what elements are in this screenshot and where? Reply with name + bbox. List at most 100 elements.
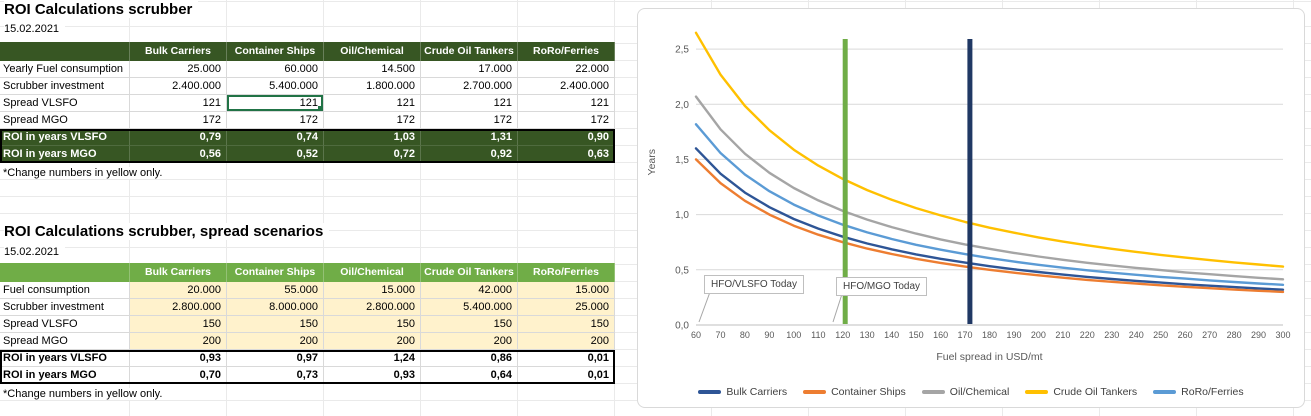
series-line-crude-oil-tankers[interactable] xyxy=(694,31,1285,268)
series-line-container-ships[interactable] xyxy=(694,158,1285,294)
table-cell[interactable]: 1.800.000 xyxy=(324,78,421,95)
table-cell[interactable]: 0,90 xyxy=(518,129,615,146)
row-label[interactable]: Spread MGO xyxy=(0,112,130,129)
table-cell[interactable]: 150 xyxy=(130,316,227,333)
legend-item-oil-chemical[interactable]: Oil/Chemical xyxy=(921,386,1009,398)
row-label[interactable]: Yearly Fuel consumption xyxy=(0,61,130,78)
table-cell[interactable]: 25.000 xyxy=(518,299,615,316)
table-cell[interactable]: 1,03 xyxy=(324,129,421,146)
table-cell[interactable]: 0,63 xyxy=(518,146,615,163)
row-label[interactable]: ROI in years MGO xyxy=(0,146,130,163)
table-cell[interactable]: 121 xyxy=(324,95,421,112)
table-cell[interactable]: 150 xyxy=(518,316,615,333)
table-cell[interactable]: 8.000.000 xyxy=(227,299,324,316)
table-cell[interactable]: 200 xyxy=(227,333,324,350)
row-label[interactable]: Spread MGO xyxy=(0,333,130,350)
table-cell[interactable]: 15.000 xyxy=(518,282,615,299)
table-cell[interactable]: 25.000 xyxy=(130,61,227,78)
row-label[interactable]: Fuel consumption xyxy=(0,282,130,299)
table-cell[interactable]: 172 xyxy=(518,112,615,129)
table-cell[interactable]: 172 xyxy=(324,112,421,129)
table-cell[interactable]: 0,72 xyxy=(324,146,421,163)
column-header-bulk-carriers[interactable]: Bulk Carriers xyxy=(130,42,227,61)
callout-leader-line xyxy=(832,293,843,323)
column-header-bulk-carriers[interactable]: Bulk Carriers xyxy=(130,263,227,282)
table-cell[interactable]: 121 xyxy=(421,95,518,112)
table-cell[interactable]: 17.000 xyxy=(421,61,518,78)
table-cell[interactable]: 0,01 xyxy=(518,367,615,384)
table-cell[interactable]: 0,70 xyxy=(130,367,227,384)
table-cell[interactable]: 5.400.000 xyxy=(227,78,324,95)
row-label[interactable]: ROI in years VLSFO xyxy=(0,350,130,367)
row-label[interactable]: Scrubber investment xyxy=(0,78,130,95)
table-cell[interactable]: 150 xyxy=(227,316,324,333)
table-cell[interactable]: 0,64 xyxy=(421,367,518,384)
row-label[interactable]: ROI in years MGO xyxy=(0,367,130,384)
row-label[interactable]: ROI in years VLSFO xyxy=(0,129,130,146)
table-cell[interactable]: 2.700.000 xyxy=(421,78,518,95)
table-cell[interactable]: 2.400.000 xyxy=(518,78,615,95)
row-label[interactable]: Spread VLSFO xyxy=(0,316,130,333)
legend-swatch-icon xyxy=(803,390,827,394)
table-cell[interactable]: 2.800.000 xyxy=(324,299,421,316)
legend-item-bulk-carriers[interactable]: Bulk Carriers xyxy=(698,386,787,398)
roi-chart[interactable]: 0,0 0,5 1,0 1,5 2,0 2,5 60 70 80 90 100 110 120 130 14… xyxy=(637,8,1305,408)
column-header-roro-ferries[interactable]: RoRo/Ferries xyxy=(518,42,615,61)
table-cell[interactable]: 121 xyxy=(130,95,227,112)
table-cell[interactable]: 200 xyxy=(130,333,227,350)
table-cell[interactable]: 0,74 xyxy=(227,129,324,146)
column-header-oil-chemical[interactable]: Oil/Chemical xyxy=(324,263,421,282)
table-cell[interactable]: 1,24 xyxy=(324,350,421,367)
series-line-bulk-carriers[interactable] xyxy=(694,147,1285,291)
table-cell[interactable]: 0,01 xyxy=(518,350,615,367)
table-cell[interactable]: 20.000 xyxy=(130,282,227,299)
active-cell[interactable]: 121 xyxy=(227,95,324,112)
table-cell[interactable]: 55.000 xyxy=(227,282,324,299)
table-cell[interactable]: 0,52 xyxy=(227,146,324,163)
table-cell[interactable]: 0,86 xyxy=(421,350,518,367)
column-header-container-ships[interactable]: Container Ships xyxy=(227,42,324,61)
table-cell[interactable]: 172 xyxy=(421,112,518,129)
table-cell[interactable]: 172 xyxy=(227,112,324,129)
legend-item-roro-ferries[interactable]: RoRo/Ferries xyxy=(1153,386,1244,398)
row-label[interactable]: Scrubber investment xyxy=(0,299,130,316)
table-cell[interactable]: 0,93 xyxy=(130,350,227,367)
table-cell[interactable]: 22.000 xyxy=(518,61,615,78)
table-cell[interactable]: 1,31 xyxy=(421,129,518,146)
table-cell[interactable]: 172 xyxy=(130,112,227,129)
table-cell[interactable]: 14.500 xyxy=(324,61,421,78)
column-header-crude-oil-tankers[interactable]: Crude Oil Tankers xyxy=(421,263,518,282)
table-cell[interactable]: 2.800.000 xyxy=(130,299,227,316)
legend-item-container-ships[interactable]: Container Ships xyxy=(803,386,906,398)
table2-date: 15.02.2021 xyxy=(4,246,66,258)
series-line-oil-chemical[interactable] xyxy=(694,95,1285,281)
column-header-oil-chemical[interactable]: Oil/Chemical xyxy=(324,42,421,61)
column-header-container-ships[interactable]: Container Ships xyxy=(227,263,324,282)
table-cell[interactable]: 150 xyxy=(324,316,421,333)
table-cell[interactable]: 200 xyxy=(518,333,615,350)
column-header-roro-ferries[interactable]: RoRo/Ferries xyxy=(518,263,615,282)
table-cell[interactable]: 0,92 xyxy=(421,146,518,163)
row-label[interactable]: Spread VLSFO xyxy=(0,95,130,112)
table-cell[interactable]: 0,93 xyxy=(324,367,421,384)
table-cell[interactable]: 121 xyxy=(518,95,615,112)
table-cell[interactable]: 15.000 xyxy=(324,282,421,299)
table-cell[interactable]: 42.000 xyxy=(421,282,518,299)
legend-item-crude-oil-tankers[interactable]: Crude Oil Tankers xyxy=(1025,386,1137,398)
callout-hfo-vlsfo-today[interactable]: HFO/VLSFO Today xyxy=(704,275,804,294)
table-cell[interactable]: 200 xyxy=(421,333,518,350)
table-cell[interactable]: 0,79 xyxy=(130,129,227,146)
table-cell[interactable]: 0,97 xyxy=(227,350,324,367)
column-header-crude-oil-tankers[interactable]: Crude Oil Tankers xyxy=(421,42,518,61)
corner-cell[interactable] xyxy=(0,42,130,61)
table-cell[interactable]: 5.400.000 xyxy=(421,299,518,316)
table-cell[interactable]: 200 xyxy=(324,333,421,350)
table-cell[interactable]: 0,56 xyxy=(130,146,227,163)
corner-cell[interactable] xyxy=(0,263,130,282)
table-cell[interactable]: 2.400.000 xyxy=(130,78,227,95)
table-cell[interactable]: 60.000 xyxy=(227,61,324,78)
callout-hfo-mgo-today[interactable]: HFO/MGO Today xyxy=(836,277,928,296)
table-cell[interactable]: 150 xyxy=(421,316,518,333)
table-cell[interactable]: 0,73 xyxy=(227,367,324,384)
series-line-roro-ferries[interactable] xyxy=(694,123,1285,286)
